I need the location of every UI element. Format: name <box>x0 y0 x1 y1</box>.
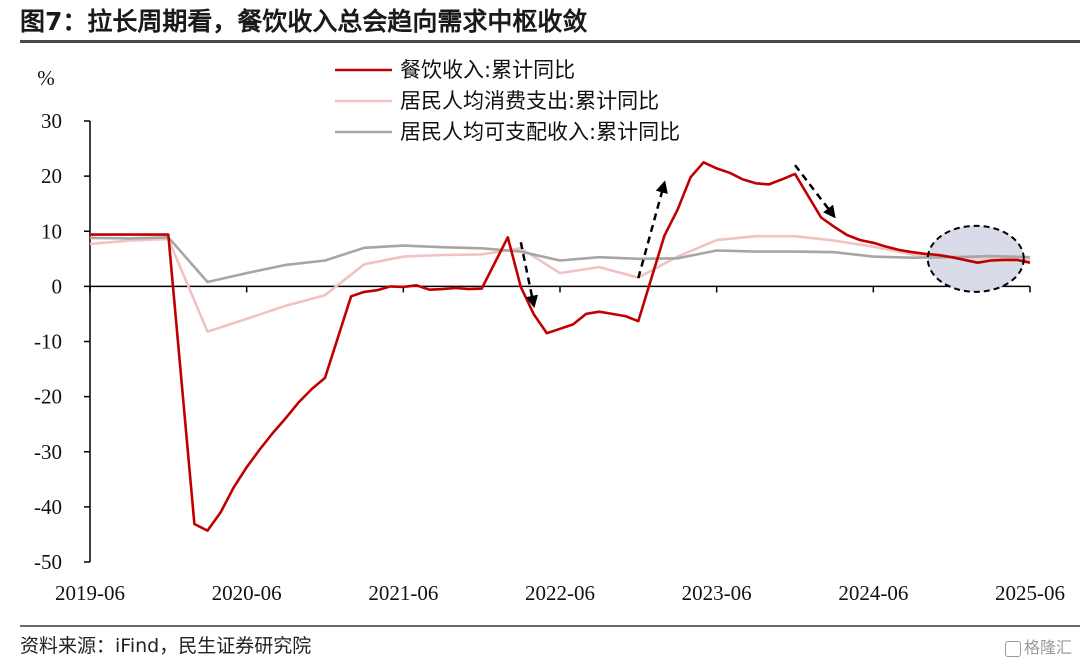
x-tick-label: 2019-06 <box>55 581 125 605</box>
chart-series <box>89 161 1031 532</box>
chart-annotations <box>519 164 1025 309</box>
legend-label-2: 居民人均消费支出:累计同比 <box>400 89 659 113</box>
x-tick-label: 2025-06 <box>995 581 1065 605</box>
x-tick-label: 2024-06 <box>838 581 908 605</box>
y-tick-label: 0 <box>52 274 63 298</box>
source-note: 资料来源：iFind，民生证券研究院 <box>20 635 312 657</box>
convergence-highlight-outline <box>926 224 1025 293</box>
y-tick-label: 10 <box>41 219 62 243</box>
legend-label-1: 餐饮收入:累计同比 <box>400 58 575 82</box>
y-tick-label: -40 <box>34 495 62 519</box>
x-tick-label: 2023-06 <box>682 581 752 605</box>
legend-label-3: 居民人均可支配收入:累计同比 <box>400 120 680 144</box>
y-tick-label: -10 <box>34 330 62 354</box>
trend-arrow <box>637 180 668 279</box>
watermark-logo: 格隆汇 <box>1004 634 1072 658</box>
y-tick-label: -30 <box>34 440 62 464</box>
title-divider <box>20 40 1080 43</box>
figure-title: 图7：拉长周期看，餐饮收入总会趋向需求中枢收敛 <box>20 7 588 36</box>
watermark-icon <box>1004 640 1021 657</box>
footer-divider <box>20 625 1080 627</box>
y-tick-label: 30 <box>41 109 62 133</box>
y-axis-unit: % <box>37 66 55 90</box>
y-tick-label: -50 <box>34 550 62 574</box>
y-tick-label: -20 <box>34 385 62 409</box>
y-tick-label: 20 <box>41 164 62 188</box>
series-line-3 <box>89 236 1031 284</box>
trend-arrow <box>794 164 836 219</box>
trend-arrow <box>519 242 538 309</box>
line-chart: 30 20 10 0 -10 -20 -30 -40 -50% 2019-06 2020-06 202… <box>34 58 1065 605</box>
series-line-1 <box>90 161 1031 532</box>
x-tick-label: 2020-06 <box>212 581 282 605</box>
x-tick-label: 2021-06 <box>368 581 438 605</box>
x-tick-label: 2022-06 <box>525 581 595 605</box>
chart-axes: 30 20 10 0 -10 -20 -30 -40 -50% 2019-06 2020-06 202… <box>34 66 1065 605</box>
series-line-2 <box>89 234 1031 333</box>
convergence-highlight-fill <box>927 225 1024 292</box>
